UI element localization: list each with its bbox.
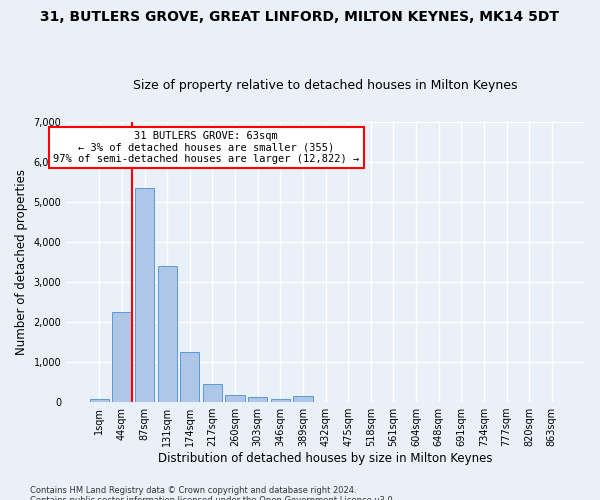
Y-axis label: Number of detached properties: Number of detached properties: [15, 169, 28, 355]
Text: Contains public sector information licensed under the Open Government Licence v3: Contains public sector information licen…: [30, 496, 395, 500]
Bar: [112, 312, 131, 402]
Bar: [135, 188, 154, 402]
Bar: [248, 397, 268, 402]
Bar: [90, 400, 109, 402]
Bar: [158, 266, 177, 402]
Bar: [180, 352, 199, 402]
Title: Size of property relative to detached houses in Milton Keynes: Size of property relative to detached ho…: [133, 79, 518, 92]
Bar: [293, 396, 313, 402]
Bar: [271, 399, 290, 402]
Bar: [203, 384, 222, 402]
Bar: [226, 395, 245, 402]
Text: 31, BUTLERS GROVE, GREAT LINFORD, MILTON KEYNES, MK14 5DT: 31, BUTLERS GROVE, GREAT LINFORD, MILTON…: [41, 10, 560, 24]
X-axis label: Distribution of detached houses by size in Milton Keynes: Distribution of detached houses by size …: [158, 452, 493, 465]
Text: 31 BUTLERS GROVE: 63sqm
← 3% of detached houses are smaller (355)
97% of semi-de: 31 BUTLERS GROVE: 63sqm ← 3% of detached…: [53, 130, 359, 164]
Text: Contains HM Land Registry data © Crown copyright and database right 2024.: Contains HM Land Registry data © Crown c…: [30, 486, 356, 495]
